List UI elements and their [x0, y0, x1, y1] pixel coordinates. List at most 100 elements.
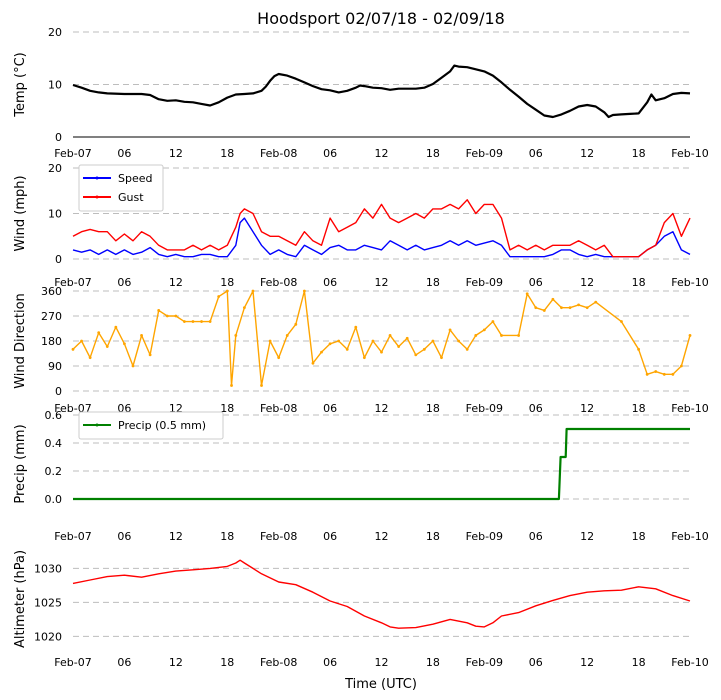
data-point: [637, 347, 640, 351]
data-point: [225, 289, 229, 293]
data-point: [157, 309, 161, 312]
data-point: [440, 356, 443, 360]
data-point: [345, 347, 349, 351]
x-tick-label: 06: [117, 656, 131, 669]
x-tick-label: 06: [529, 402, 543, 415]
chart-title: Hoodsport 02/07/18 - 02/09/18: [257, 9, 505, 28]
series-line-panel4: [72, 559, 691, 629]
data-point: [97, 331, 101, 335]
x-tick-label: Feb-08: [260, 402, 297, 415]
data-point: [491, 320, 495, 323]
y-tick-label: 1030: [34, 562, 62, 575]
data-point: [217, 295, 221, 298]
x-tick-label: Feb-07: [54, 656, 91, 669]
data-point: [525, 292, 529, 296]
x-tick-label: 18: [220, 147, 234, 160]
x-tick-label: Feb-08: [260, 147, 297, 160]
data-point: [551, 297, 555, 301]
x-tick-label: 12: [169, 656, 183, 669]
x-tick-label: 06: [117, 530, 131, 543]
data-point: [654, 370, 658, 373]
x-tick-label: Feb-10: [671, 147, 708, 160]
data-point: [268, 339, 272, 343]
y-tick-label: 0: [55, 131, 62, 144]
data-point: [165, 314, 169, 318]
data-point: [500, 334, 503, 337]
data-point: [542, 309, 546, 312]
data-point: [371, 339, 375, 343]
data-point: [285, 334, 289, 337]
x-tick-label: 06: [529, 147, 543, 160]
data-point: [662, 372, 666, 376]
data-point: [174, 314, 178, 318]
x-tick-label: 06: [323, 147, 337, 160]
data-point: [200, 320, 203, 323]
x-tick-label: 12: [580, 147, 594, 160]
data-point: [474, 334, 478, 337]
y-tick-label: 0.0: [45, 493, 63, 506]
x-tick-label: 18: [426, 276, 440, 289]
data-point: [208, 320, 212, 323]
x-tick-label: Feb-09: [466, 530, 503, 543]
legend-label: Precip (0.5 mm): [118, 419, 206, 432]
x-tick-label: 06: [529, 656, 543, 669]
x-tick-label: 18: [632, 530, 646, 543]
x-tick-label: 18: [426, 402, 440, 415]
x-tick-label: 18: [426, 147, 440, 160]
x-tick-label: Feb-07: [54, 147, 91, 160]
y-axis-label: Wind Direction: [13, 293, 28, 389]
x-tick-label: 12: [169, 276, 183, 289]
y-axis-label: Wind (mph): [13, 175, 28, 251]
x-tick-label: Feb-08: [260, 530, 297, 543]
data-point: [140, 334, 143, 337]
x-tick-label: 18: [632, 656, 646, 669]
data-point: [328, 342, 332, 346]
y-tick-label: 360: [41, 285, 62, 298]
x-tick-label: 12: [580, 402, 594, 415]
y-tick-label: 0.2: [45, 465, 63, 478]
legend-marker: [95, 195, 99, 199]
data-point: [123, 342, 126, 346]
x-tick-label: 18: [220, 656, 234, 669]
x-tick-label: 12: [169, 147, 183, 160]
x-tick-label: 12: [375, 147, 389, 160]
x-tick-label: 12: [580, 276, 594, 289]
x-tick-label: 06: [529, 276, 543, 289]
data-point: [585, 306, 589, 310]
x-tick-label: 12: [580, 530, 594, 543]
y-axis-label: Precip (mm): [13, 424, 28, 503]
x-tick-label: 18: [220, 276, 234, 289]
x-tick-label: 18: [426, 656, 440, 669]
data-point: [362, 356, 366, 360]
x-tick-label: 18: [220, 530, 234, 543]
x-axis-label: Time (UTC): [344, 677, 417, 692]
data-point: [80, 339, 83, 343]
data-point: [242, 306, 246, 310]
x-tick-label: Feb-07: [54, 530, 91, 543]
y-axis-label: Temp (°C): [13, 52, 28, 118]
x-tick-label: 18: [632, 276, 646, 289]
x-tick-label: Feb-08: [260, 656, 297, 669]
data-point: [388, 334, 392, 337]
x-tick-label: 12: [375, 402, 389, 415]
data-point: [251, 289, 255, 293]
y-tick-label: 1025: [34, 596, 62, 609]
data-point: [320, 350, 323, 354]
data-point: [380, 350, 383, 354]
data-point: [457, 339, 461, 343]
x-tick-label: Feb-09: [466, 147, 503, 160]
data-point: [397, 345, 401, 348]
data-point: [88, 356, 92, 360]
x-tick-label: 12: [375, 656, 389, 669]
data-point: [414, 353, 418, 357]
y-tick-label: 1020: [34, 630, 62, 643]
data-point: [680, 364, 683, 368]
data-point: [431, 339, 435, 343]
data-point: [311, 361, 315, 365]
data-point: [405, 336, 409, 340]
series-line-precip-0-5-mm-: [73, 427, 690, 501]
data-point: [302, 289, 306, 293]
legend-box: [78, 411, 224, 440]
data-point: [105, 345, 109, 348]
x-tick-label: 12: [169, 530, 183, 543]
